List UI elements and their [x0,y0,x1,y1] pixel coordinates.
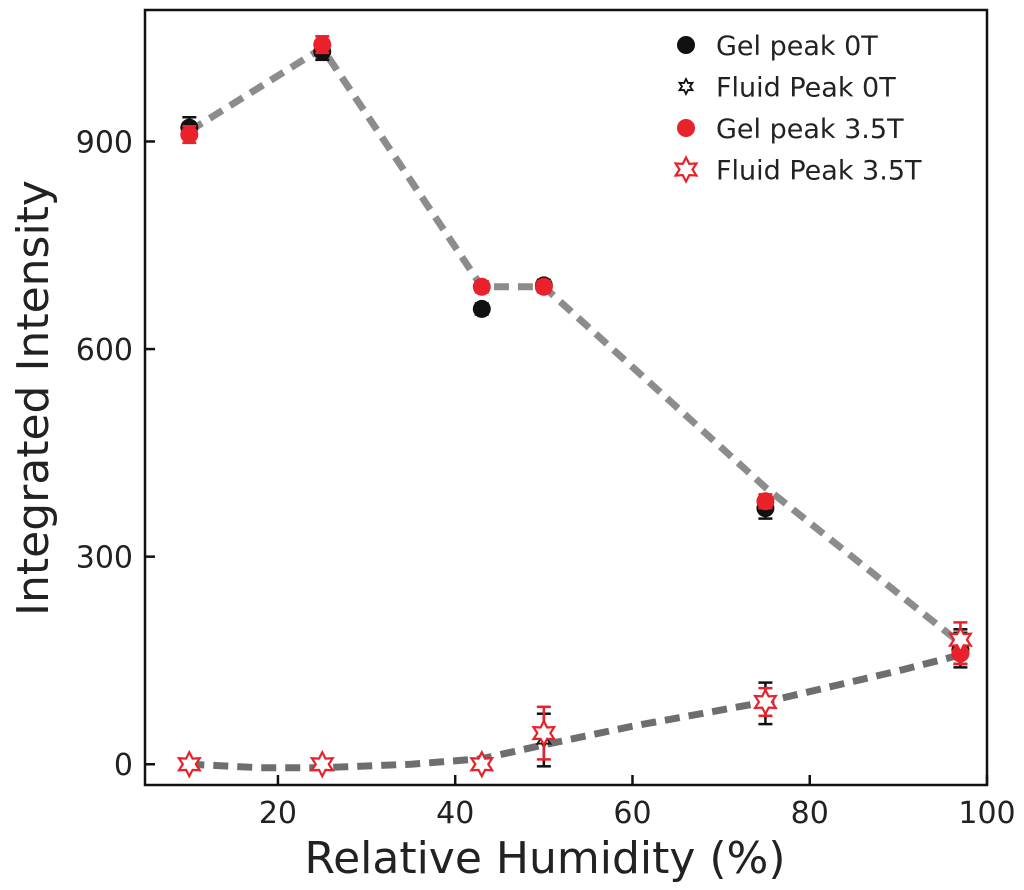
trend-line-1 [187,43,963,646]
data-point [756,492,775,511]
x-tick-label: 100 [958,796,1015,831]
y-tick-label: 0 [114,748,133,783]
data-point [309,749,335,779]
data-point [469,749,495,779]
y-tick-label: 900 [76,125,133,160]
data-point [313,35,332,54]
data-point [947,625,973,655]
data-point [472,299,491,318]
x-tick-label: 40 [436,796,474,831]
data-marks [176,35,973,779]
plot-frame [143,8,989,787]
legend-label-3: Gel peak 3.5T [716,114,904,145]
legend-marker-3 [677,119,695,137]
legend-label-1: Gel peak 0T [716,31,878,62]
data-point [531,718,557,748]
x-axis-title: Relative Humidity (%) [304,833,785,884]
y-axis-title: Integrated Intensity [8,180,59,616]
legend-marker-1 [677,36,695,54]
trend-line-2 [189,651,962,772]
axis-ticks: 20 40 60 80 100 0 300 600 900 [76,125,1016,831]
series-2 [181,628,969,774]
y-tick-label: 600 [76,333,133,368]
x-tick-label: 60 [613,796,651,831]
data-point [534,277,553,296]
x-tick-label: 20 [259,796,297,831]
legend: Gel peak 0T Fluid Peak 0T Gel peak 3.5T Flu… [673,31,922,187]
data-point [180,125,199,144]
data-point [752,687,778,717]
legend-label-4: Fluid Peak 3.5T [716,156,922,187]
y-tick-label: 300 [76,541,133,576]
x-tick-label: 80 [791,796,829,831]
trend-lines [187,43,963,772]
data-point [176,749,202,779]
legend-marker-4 [673,155,699,184]
data-point [472,277,491,296]
legend-label-2: Fluid Peak 0T [716,73,896,104]
legend-marker-2 [677,76,695,97]
series-4 [176,621,973,779]
